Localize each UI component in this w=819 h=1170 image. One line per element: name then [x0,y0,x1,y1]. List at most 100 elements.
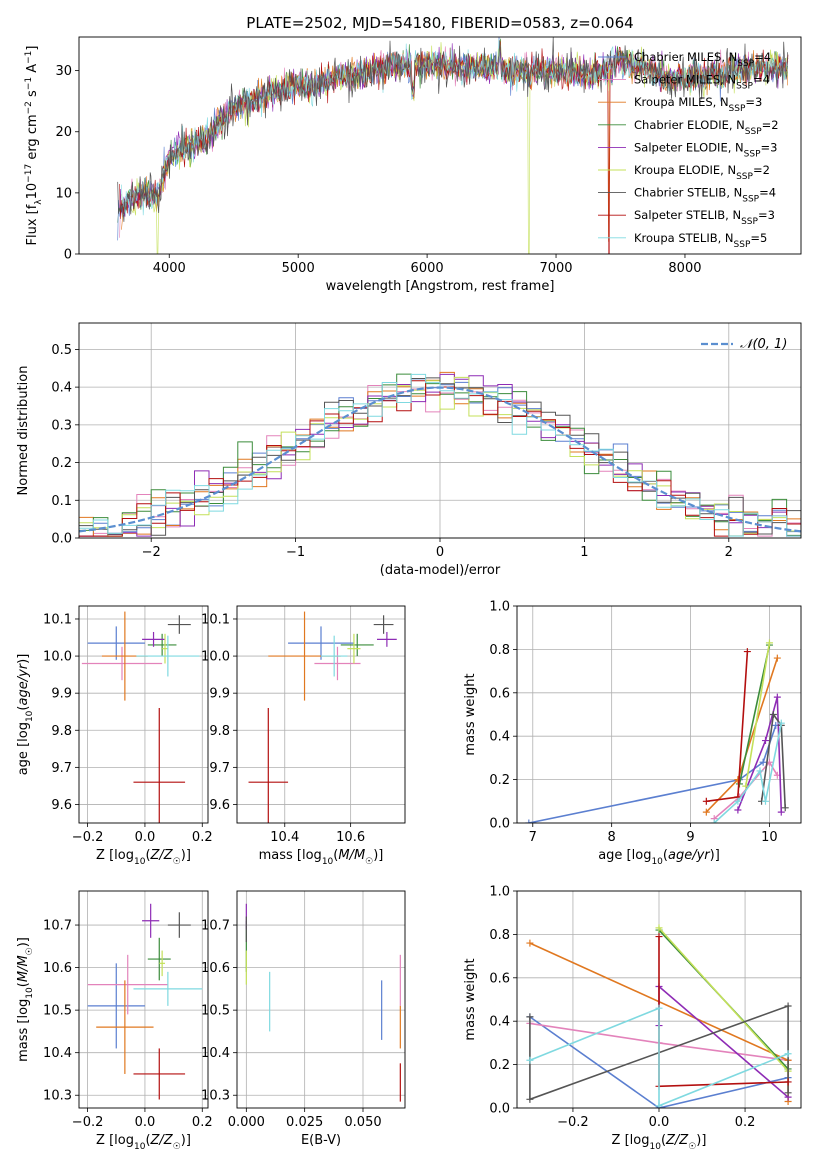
y-tick-label: 20 [55,125,72,140]
x-axis-label-part: ( [145,848,150,863]
y-axis-label-part: mass weight [463,958,478,1040]
weight-marker [784,1078,792,1086]
weight-marker [784,1002,792,1010]
plot-area [117,37,789,254]
x-axis-label-part: mass [log [259,848,322,863]
y-axis-label-part: age [log [16,722,31,775]
axes-frame [78,36,802,255]
y-tick-label: 0.5 [51,343,72,358]
histogram-kroupa-stelib [79,373,801,537]
x-axis-label-part: ☉ [173,857,181,867]
y-axis-label-part: −1 [24,51,34,64]
x-tick-label: 10.6 [336,830,365,845]
panel-residuals: −2 −1 0 1 2 0.0 0.1 0.2 0.3 0.4 0.5 (data-model)/er… [16,322,802,578]
weight-marker [784,1050,792,1058]
y-tick-label: 0.4 [51,381,72,396]
x-tick-label: 0.0 [649,1115,670,1130]
x-axis-label-part: (data-model)/error [380,563,501,578]
y-tick-label: 9.6 [51,798,72,813]
x-tick-label: 2 [725,545,733,560]
x-axis-label-part: Z/Z [150,848,174,863]
y-tick-label: 0.3 [51,418,72,433]
y-tick-label: 10.7 [43,919,72,934]
weight-marker [765,639,773,647]
y-tick-label: 0.1 [51,494,72,509]
x-axis-label-part: ☉ [365,857,373,867]
weight-marker [756,767,764,775]
x-axis-label: Z [log10(Z/Z☉)] [96,1133,191,1152]
y-tick-label: 0.2 [489,773,510,788]
y-axis-label: mass weight [463,673,478,755]
y-axis-label-part: mass [log [16,999,31,1062]
x-axis-label-part: )] [181,1133,191,1148]
legend-label-part: SSP [744,149,761,159]
weight-marker [655,924,663,932]
weight-marker [710,819,718,823]
y-axis-label-part: mass weight [463,673,478,755]
x-tick-label: −0.2 [72,830,104,845]
y-tick-label: 10.6 [201,961,230,976]
y-tick-label: 10.6 [43,961,72,976]
y-axis-label-part: −2 [24,101,34,114]
y-axis-label: Normed distribution [16,366,31,496]
x-axis-label-part: 10 [651,857,663,867]
y-tick-label: 0.2 [51,456,72,471]
legend-label-part: =2 [753,163,770,177]
y-tick-label: 0.0 [51,532,72,547]
weight-marker [702,797,710,805]
y-tick-label: 9.7 [209,761,230,776]
x-axis-label-part: Z [log [96,1133,134,1148]
x-axis-label: wavelength [Angstrom, rest frame] [326,279,555,294]
y-tick-label: 9.7 [51,761,72,776]
y-axis-label: Flux [fλ10−17 erg cm−2 s−1 A−1] [24,46,44,246]
x-axis-label-part: 10 [649,1142,661,1152]
legend-label-part: =3 [758,208,775,222]
x-axis-label-part: )] [710,848,720,863]
legend-label-part: Salpeter STELIB, N [634,208,741,222]
panel-age_vs_mass: 10.4 10.6 9.6 9.7 9.8 9.9 10.0 10.1 mass [log10(… [201,605,406,867]
weight-marker [526,1013,534,1021]
weight-marker [769,711,777,718]
x-tick-label: −0.2 [557,1115,589,1130]
x-axis-label-part: ( [145,1133,150,1148]
weight-line-chabrier-stelib [760,712,786,808]
legend-label: Salpeter STELIB, NSSP=3 [634,208,775,227]
y-tick-label: 10.4 [43,1046,72,1061]
x-axis-label-part: ☉ [688,1142,696,1152]
x-tick-label: 0.2 [192,830,213,845]
x-tick-label: 7000 [539,261,572,276]
weight-line-kroupa-elodie [658,927,789,1072]
x-tick-label: 0.2 [735,1115,756,1130]
legend-label-part: SSP [742,195,759,205]
y-tick-label: 0.6 [489,686,510,701]
weight-marker [777,808,785,816]
x-axis-label-part: ☉ [173,1142,181,1152]
y-axis-label-part: M/M [16,955,31,982]
weight-marker [655,1004,663,1012]
legend-label: Salpeter ELODIE, NSSP=3 [634,140,777,159]
plot-area [79,371,801,537]
x-tick-label: 0.0 [135,830,156,845]
y-axis-label-part: s [25,90,40,101]
y-tick-label: 10.0 [201,650,230,665]
x-tick-label: −1 [286,545,305,560]
y-axis-label-part: Flux [f [25,204,40,245]
legend-label-part: Salpeter ELODIE, N [634,140,744,154]
y-axis-label-part: Normed distribution [16,366,31,496]
legend-label-part: =5 [750,231,767,245]
weight-line-chabrier-miles [529,1016,789,1108]
x-tick-label: 1 [580,545,588,560]
y-tick-label: 9.8 [51,724,72,739]
legend-label-part: SSP [745,127,762,137]
x-tick-label: 9 [686,830,694,845]
weight-marker [777,719,785,727]
legend-label-part: Chabrier STELIB, N [634,186,742,200]
y-tick-label: 0.0 [489,1102,510,1117]
legend-label: Chabrier STELIB, NSSP=4 [634,186,776,205]
y-tick-label: 0.8 [489,643,510,658]
legend-label-part: SSP [736,172,753,182]
x-axis-label-part: wavelength [Angstrom, rest frame] [326,279,555,294]
x-axis-label-part: Z [log [96,848,134,863]
x-tick-label: 0.2 [192,1115,213,1130]
y-axis-label-part: 10 [25,710,35,722]
